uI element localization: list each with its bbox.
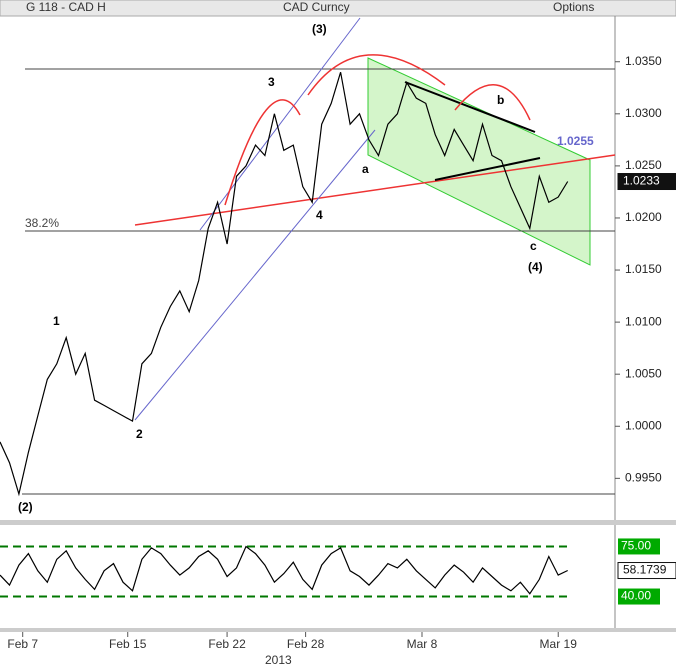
price-line	[0, 545, 568, 595]
annotation: (4)	[528, 260, 543, 274]
x-tick-label: Feb 28	[287, 637, 325, 651]
panel-divider	[0, 628, 676, 632]
channel-line	[199, 17, 361, 231]
channel-line	[134, 129, 376, 421]
arc	[454, 84, 531, 121]
x-tick-label: Mar 19	[540, 637, 578, 651]
y-tick-label: 1.0150	[625, 262, 662, 276]
toolbar	[0, 0, 676, 17]
x-year: 2013	[265, 653, 292, 667]
last-value-label: 1.0233	[623, 174, 660, 188]
annotation: 3	[268, 75, 275, 89]
y-tick-label: 1.0100	[625, 314, 662, 328]
trend-line	[134, 154, 616, 226]
arc	[307, 54, 446, 96]
y-tick-label: 75.00	[621, 539, 651, 553]
x-tick-label: Feb 7	[7, 637, 38, 651]
y-tick-label: 40.00	[621, 589, 651, 603]
last-value-box	[617, 173, 676, 191]
y-tick-label: 1.0200	[625, 210, 662, 224]
y-tick-box	[618, 588, 660, 605]
annotation: 1.0255	[557, 134, 594, 148]
security-label[interactable]: G 118 - CAD H	[26, 0, 106, 14]
panel-divider	[0, 520, 676, 525]
annotation: 1	[53, 314, 60, 328]
x-tick-label: Feb 22	[208, 637, 246, 651]
channel	[367, 57, 591, 266]
annotation: 2	[136, 427, 143, 441]
annotation: 4	[316, 208, 323, 222]
last-value-box	[617, 562, 676, 580]
y-tick-label: 1.0000	[625, 418, 662, 432]
y-tick-box	[618, 538, 660, 555]
annotation: b	[497, 93, 504, 107]
annotation: (3)	[312, 22, 327, 36]
triangle-line	[434, 157, 541, 181]
y-tick-label: 1.0350	[625, 54, 662, 68]
x-tick-label: Feb 15	[109, 637, 147, 651]
price-line	[0, 72, 569, 497]
arc	[224, 99, 301, 206]
y-tick-label: 1.0250	[625, 158, 662, 172]
y-tick-label: 1.0300	[625, 106, 662, 120]
annotation: 38.2%	[25, 216, 59, 230]
ticker-label[interactable]: CAD Curncy	[283, 0, 350, 14]
y-tick-label: 0.9950	[625, 471, 662, 485]
annotation: (2)	[18, 500, 33, 514]
annotation: a	[362, 162, 369, 176]
y-tick-label: 1.0050	[625, 366, 662, 380]
annotation: c	[530, 239, 537, 253]
triangle-line	[404, 81, 536, 133]
options-button[interactable]: Options	[553, 0, 594, 14]
x-tick-label: Mar 8	[407, 637, 438, 651]
last-value-label: 58.1739	[623, 563, 667, 577]
